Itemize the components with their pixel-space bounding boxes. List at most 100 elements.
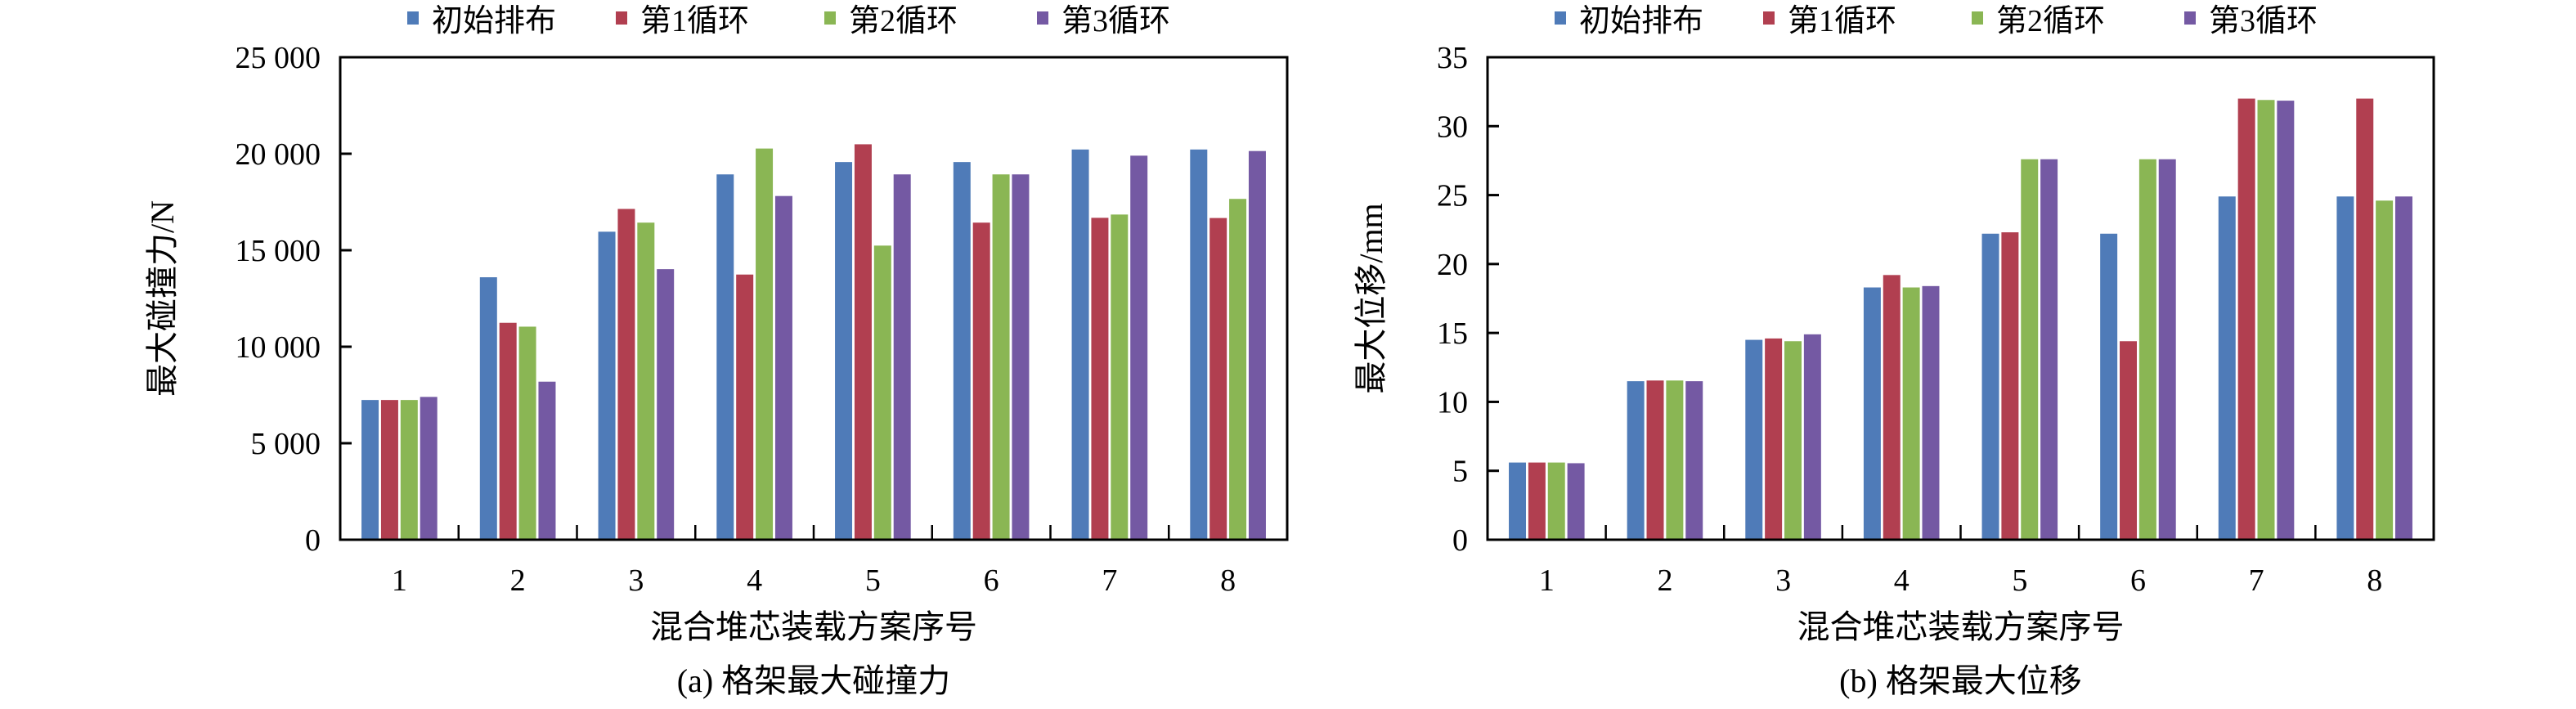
bar-0-7 [1071, 149, 1089, 541]
bar-3-4 [774, 195, 792, 540]
bar-2-7 [2257, 100, 2275, 540]
bar-2-2 [518, 326, 536, 540]
bar-0-8 [2336, 196, 2354, 540]
bar-2-3 [1784, 341, 1802, 540]
legend-label-0: 初始排布 [1579, 4, 1703, 38]
chart-max-displacement: 0 5 10 15 20 25 30 35 1 2 3 4 5 6 7 8 混合堆芯装载方案序号 (b) 格架最大… [1353, 4, 2435, 699]
bar-0-5 [1981, 233, 1999, 540]
bar-1-1 [380, 400, 398, 540]
bar-3-8 [2394, 196, 2412, 540]
bar-0-5 [835, 162, 853, 540]
bar-0-1 [1509, 462, 1527, 540]
legend-swatch-3 [1037, 11, 1048, 25]
x-axis-title: 混合堆芯装载方案序号 [1797, 608, 2125, 645]
bar-2-6 [2138, 159, 2156, 540]
x-tick-label: 7 [1102, 563, 1117, 598]
y-tick-label: 0 [305, 523, 321, 558]
bar-0-7 [2218, 196, 2236, 540]
bar-2-5 [2021, 159, 2039, 540]
bar-0-6 [2100, 233, 2118, 540]
legend-label-1: 第1循环 [640, 4, 749, 38]
y-tick-label: 10 000 [236, 330, 321, 365]
y-tick-label: 25 000 [236, 41, 321, 75]
x-tick-label: 1 [1539, 563, 1555, 598]
bar-3-5 [893, 174, 911, 540]
legend-swatch-2 [824, 11, 836, 25]
y-tick-label: 10 [1437, 385, 1468, 420]
bar-1-3 [1765, 338, 1783, 540]
bar-1-4 [736, 274, 754, 540]
x-tick-label: 4 [747, 563, 762, 598]
x-tick-label: 3 [628, 563, 644, 598]
bar-0-1 [361, 400, 379, 540]
chart-caption: (a) 格架最大碰撞力 [677, 662, 950, 699]
bar-1-3 [617, 209, 635, 540]
bar-3-1 [420, 397, 438, 540]
y-tick-label: 20 000 [236, 137, 321, 172]
bar-3-3 [1803, 334, 1821, 540]
y-tick-label: 0 [1452, 523, 1468, 558]
bar-0-2 [1627, 381, 1645, 540]
bar-0-8 [1190, 149, 1208, 541]
bar-1-8 [1209, 218, 1227, 540]
bar-0-4 [1863, 287, 1881, 540]
y-tick-label: 20 [1437, 248, 1468, 282]
chart-max-impact-force: 0 5 000 10 000 15 000 20 000 25 000 1 2 3 4 5 6 7 8 混合… [144, 4, 1289, 699]
x-tick-label: 2 [1657, 563, 1672, 598]
bar-0-6 [953, 162, 971, 540]
bar-2-8 [1229, 199, 1247, 540]
y-tick-label: 15 000 [236, 234, 321, 268]
x-tick-label: 2 [510, 563, 526, 598]
bar-0-3 [1745, 339, 1763, 540]
bar-2-6 [992, 174, 1010, 540]
bar-2-4 [1902, 287, 1920, 540]
x-axis-title: 混合堆芯装载方案序号 [650, 608, 977, 645]
x-tick-label: 8 [1220, 563, 1236, 598]
bar-1-4 [1883, 275, 1901, 540]
legend-swatch-1 [1763, 11, 1775, 25]
legend-label-3: 第3循环 [1061, 4, 1170, 38]
bar-3-3 [657, 269, 675, 540]
bar-1-7 [2237, 98, 2255, 541]
y-tick-label: 5 000 [251, 427, 321, 461]
y-axis-title: 最大位移/mm [1353, 203, 1389, 393]
y-tick-label: 25 [1437, 179, 1468, 213]
x-tick-label: 7 [2249, 563, 2264, 598]
bar-1-6 [2120, 341, 2137, 540]
bar-1-2 [499, 322, 517, 540]
bar-3-7 [2277, 101, 2295, 541]
bar-2-1 [400, 400, 418, 540]
y-tick-label: 5 [1452, 455, 1468, 489]
bar-2-1 [1547, 462, 1565, 540]
bar-3-2 [538, 381, 556, 540]
bar-3-6 [2158, 159, 2176, 540]
bar-1-6 [972, 222, 990, 540]
bar-1-2 [1646, 380, 1664, 540]
legend-label-0: 初始排布 [432, 4, 556, 38]
bar-3-2 [1685, 381, 1703, 540]
legend-swatch-0 [1555, 11, 1566, 25]
x-tick-label: 1 [392, 563, 407, 598]
bar-1-5 [2001, 232, 2019, 540]
bar-2-4 [756, 148, 774, 541]
y-tick-label: 15 [1437, 316, 1468, 351]
x-tick-label: 5 [2012, 563, 2027, 598]
y-tick-label: 35 [1437, 41, 1468, 75]
bar-2-2 [1666, 380, 1684, 540]
bar-1-7 [1091, 218, 1109, 540]
bar-0-4 [716, 174, 734, 540]
bar-1-1 [1528, 462, 1546, 540]
legend-swatch-2 [1972, 11, 1983, 25]
bar-2-3 [637, 222, 655, 540]
x-tick-label: 5 [865, 563, 881, 598]
bar-0-3 [598, 231, 616, 540]
legend-label-2: 第2循环 [849, 4, 958, 38]
x-tick-label: 8 [2367, 563, 2382, 598]
x-tick-label: 3 [1775, 563, 1791, 598]
bar-3-4 [1922, 285, 1940, 540]
bar-3-8 [1248, 150, 1266, 541]
chart-caption: (b) 格架最大位移 [1839, 662, 2082, 699]
legend-swatch-3 [2184, 11, 2196, 25]
legend-label-2: 第2循环 [1996, 4, 2105, 38]
